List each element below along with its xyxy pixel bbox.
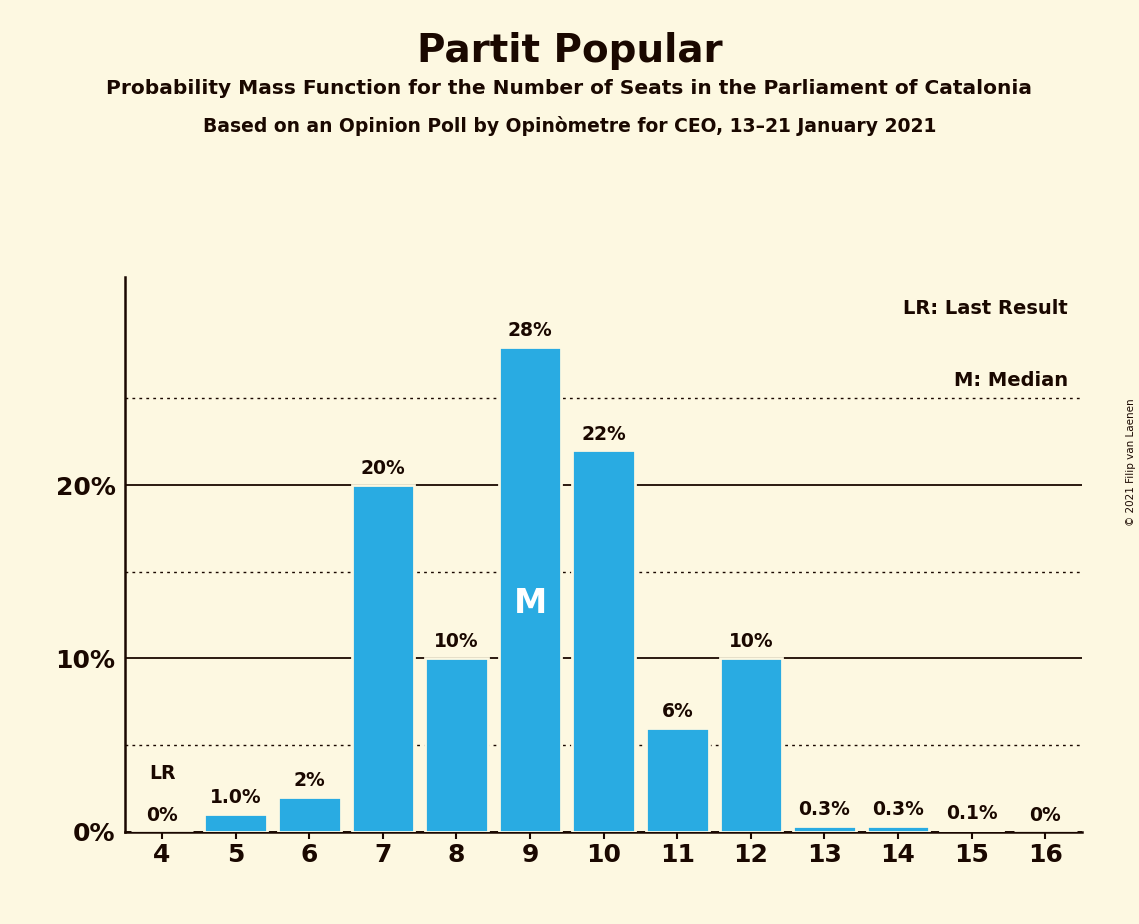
Text: 20%: 20% bbox=[361, 459, 405, 479]
Text: 10%: 10% bbox=[729, 632, 773, 651]
Text: M: Median: M: Median bbox=[953, 371, 1067, 391]
Bar bbox=[204, 814, 267, 832]
Text: 0.3%: 0.3% bbox=[872, 800, 924, 820]
Bar bbox=[720, 658, 782, 832]
Text: 2%: 2% bbox=[294, 771, 325, 790]
Text: 0%: 0% bbox=[1030, 806, 1062, 824]
Bar bbox=[646, 728, 708, 832]
Text: © 2021 Filip van Laenen: © 2021 Filip van Laenen bbox=[1126, 398, 1136, 526]
Text: Partit Popular: Partit Popular bbox=[417, 32, 722, 70]
Text: LR: LR bbox=[149, 764, 175, 784]
Text: 28%: 28% bbox=[508, 321, 552, 340]
Text: 0.3%: 0.3% bbox=[798, 800, 851, 820]
Bar bbox=[793, 826, 855, 832]
Text: 10%: 10% bbox=[434, 632, 478, 651]
Text: Based on an Opinion Poll by Opinòmetre for CEO, 13–21 January 2021: Based on an Opinion Poll by Opinòmetre f… bbox=[203, 116, 936, 136]
Text: 6%: 6% bbox=[662, 701, 694, 721]
Bar bbox=[425, 658, 487, 832]
Text: M: M bbox=[514, 587, 547, 620]
Text: 1.0%: 1.0% bbox=[210, 788, 262, 808]
Text: Probability Mass Function for the Number of Seats in the Parliament of Catalonia: Probability Mass Function for the Number… bbox=[107, 79, 1032, 98]
Text: 22%: 22% bbox=[581, 424, 626, 444]
Bar bbox=[573, 451, 634, 832]
Bar bbox=[352, 485, 415, 832]
Text: 0%: 0% bbox=[146, 806, 178, 824]
Text: 0.1%: 0.1% bbox=[945, 804, 998, 823]
Bar bbox=[941, 830, 1003, 832]
Bar bbox=[499, 346, 562, 832]
Bar bbox=[867, 826, 929, 832]
Text: LR: Last Result: LR: Last Result bbox=[903, 299, 1067, 319]
Bar bbox=[278, 796, 341, 832]
